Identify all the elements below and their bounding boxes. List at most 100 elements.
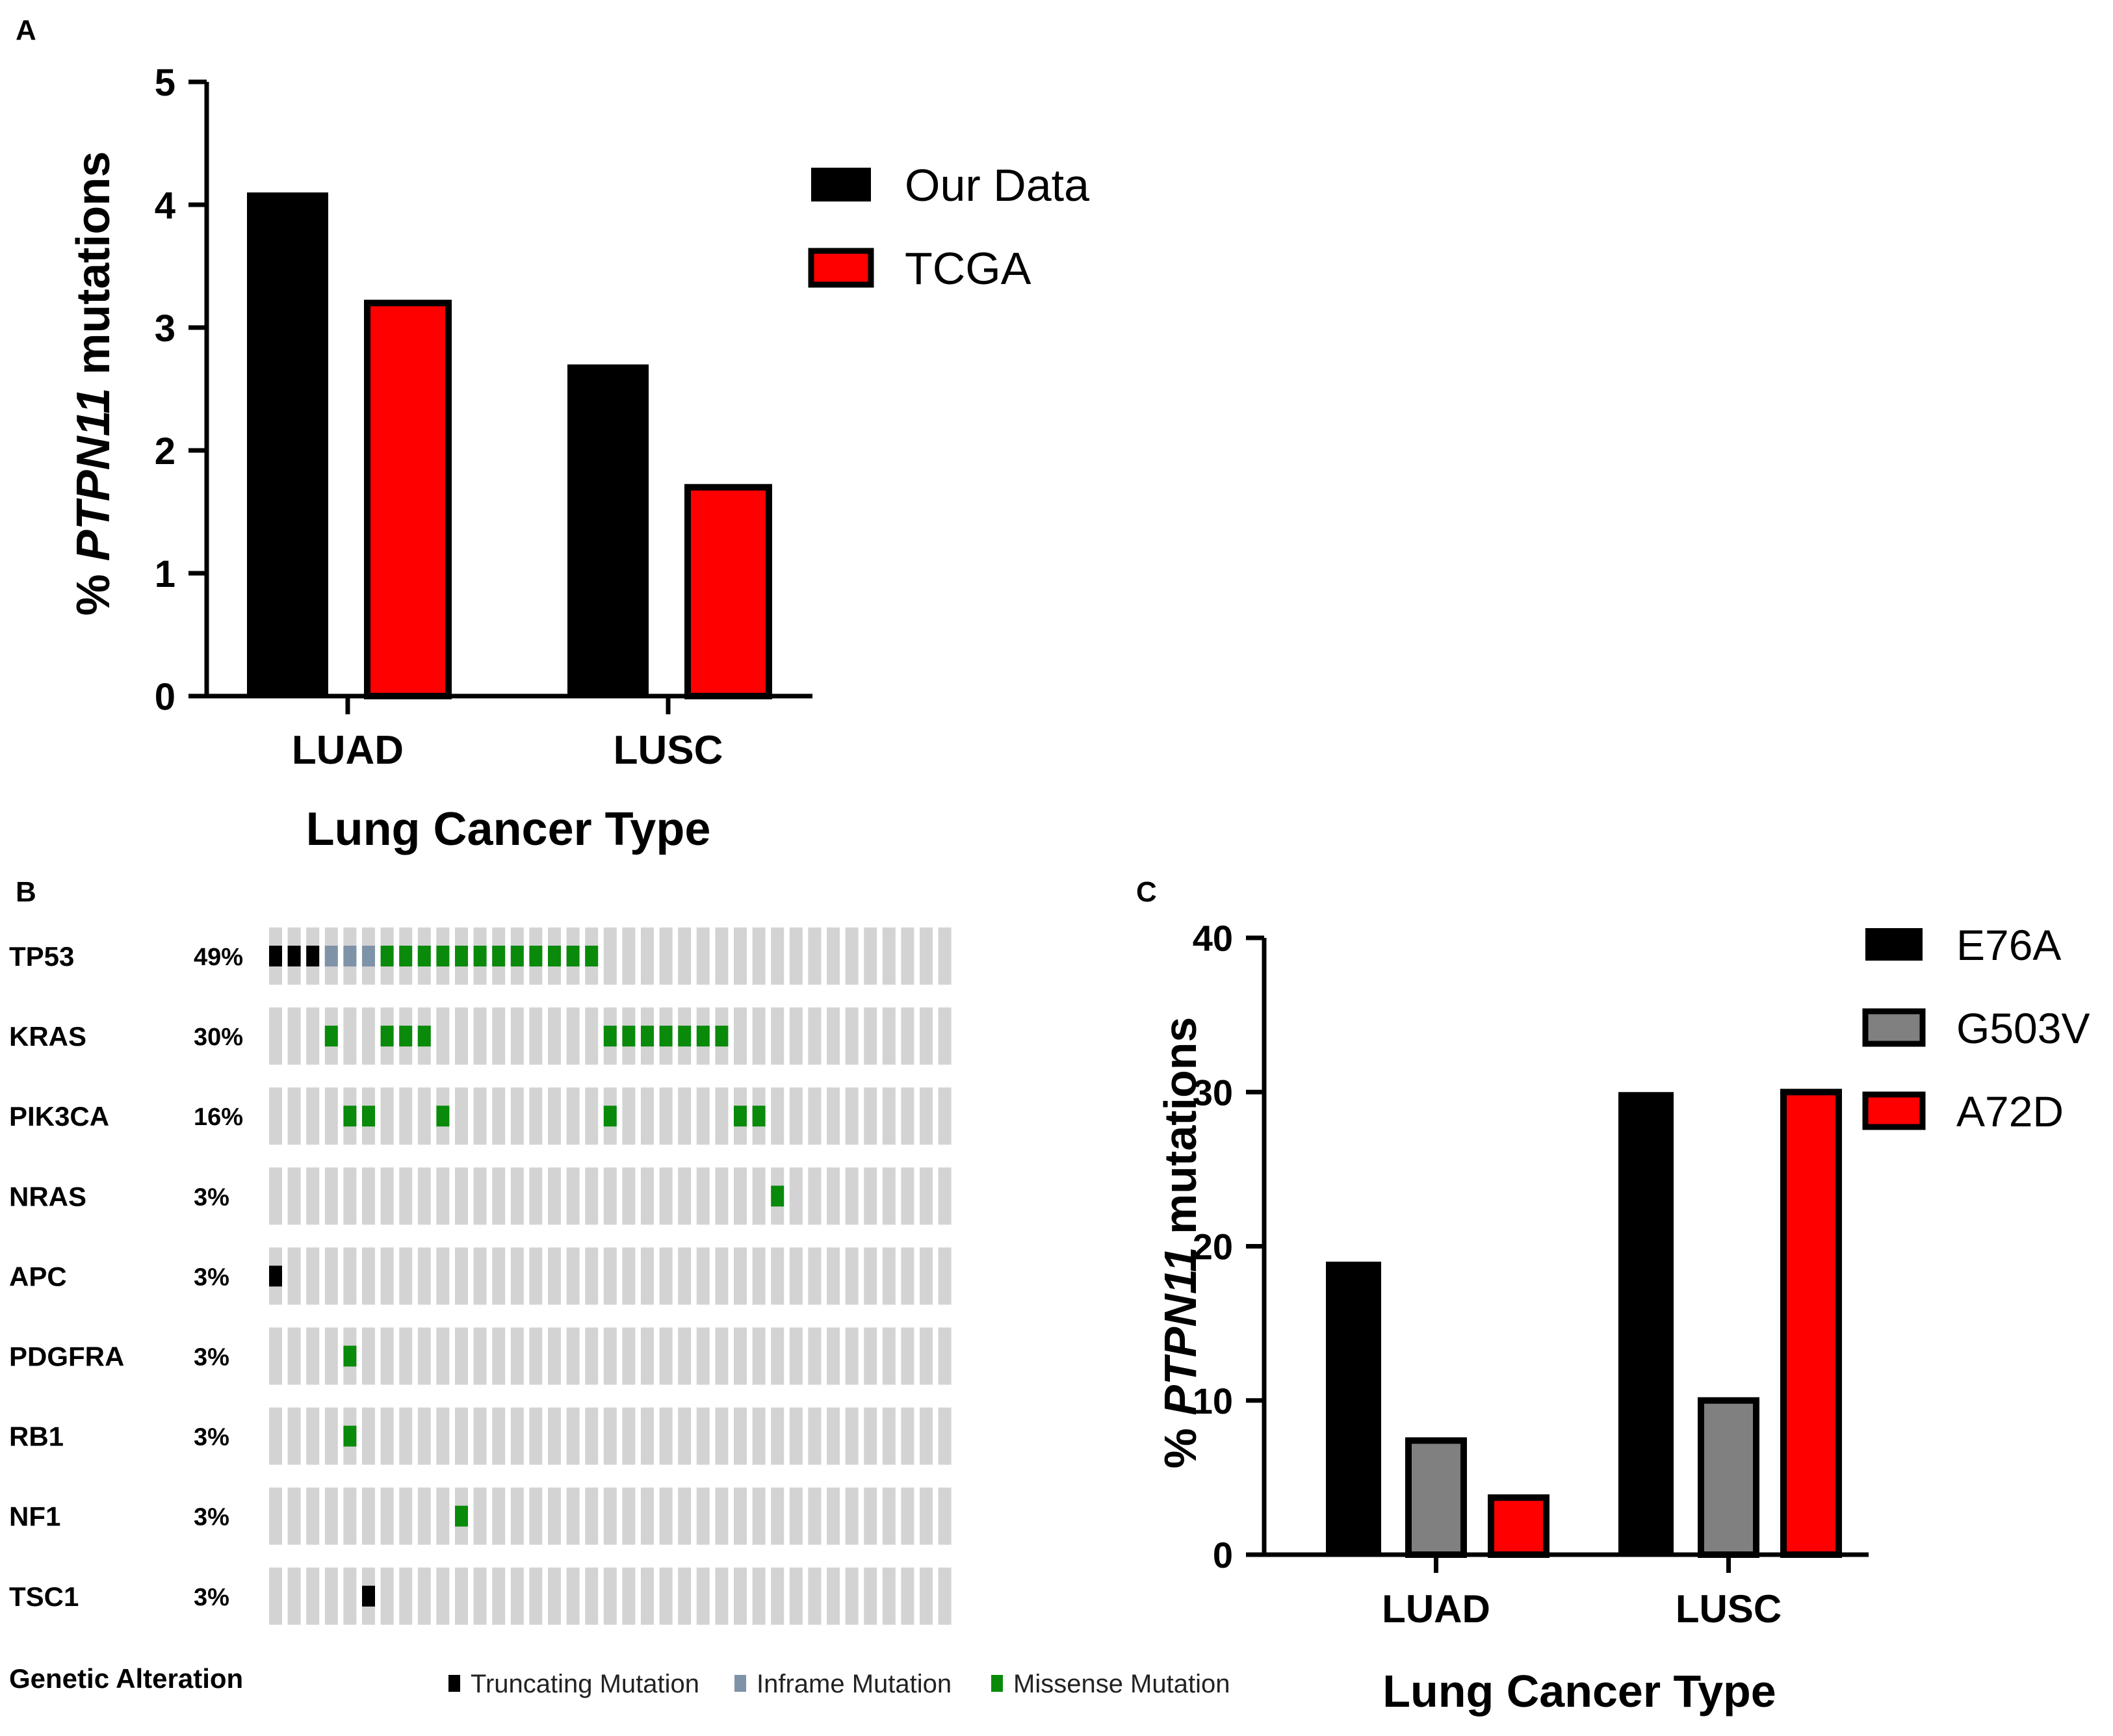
sample-cell xyxy=(455,1167,468,1225)
sample-cell xyxy=(752,1327,766,1385)
alteration-m xyxy=(641,1026,654,1047)
alteration-m xyxy=(343,1425,357,1447)
alteration-m xyxy=(399,1026,413,1047)
bar-lusc-our-data xyxy=(567,364,649,696)
sample-cell xyxy=(436,1567,450,1625)
sample-cell xyxy=(901,1167,914,1225)
alteration-m xyxy=(455,1505,468,1527)
sample-cell xyxy=(603,1167,617,1225)
alteration-t xyxy=(287,946,301,966)
alteration-m xyxy=(380,946,394,966)
sample-cell xyxy=(399,1327,413,1385)
sample-cell xyxy=(269,1087,282,1145)
sample-cell xyxy=(603,1247,617,1305)
sample-cell xyxy=(827,1247,840,1305)
sample-cell xyxy=(882,1567,896,1625)
sample-cell xyxy=(864,1487,877,1545)
sample-cell xyxy=(510,1487,524,1545)
sample-cell xyxy=(417,1167,431,1225)
sample-cell xyxy=(771,1087,784,1145)
sample-cell xyxy=(287,1487,301,1545)
sample-cell xyxy=(603,1407,617,1465)
gene-label-tsc1: TSC1 xyxy=(9,1581,79,1612)
sample-cell xyxy=(529,1167,543,1225)
gene-pct-nras: 3% xyxy=(194,1184,229,1211)
y-tick-label: 4 xyxy=(155,185,175,227)
oncoprint-legend-swatch-i xyxy=(734,1675,746,1692)
sample-cell xyxy=(659,1247,673,1305)
oncoprint-legend-swatch-m xyxy=(991,1675,1003,1692)
sample-cell xyxy=(324,1327,338,1385)
bar-lusc-g503v xyxy=(1698,1397,1759,1558)
sample-cell xyxy=(864,1567,877,1625)
sample-cell xyxy=(492,1087,506,1145)
alteration-m xyxy=(324,1026,338,1047)
y-tick-label: 1 xyxy=(155,553,175,595)
sample-cell xyxy=(399,1407,413,1465)
sample-cell xyxy=(715,1087,729,1145)
sample-cell xyxy=(901,1567,914,1625)
sample-cell xyxy=(901,927,914,985)
sample-cell xyxy=(343,1247,357,1305)
sample-cell xyxy=(789,1407,803,1465)
sample-cell xyxy=(622,1407,636,1465)
sample-cell xyxy=(920,1247,933,1305)
alteration-m xyxy=(678,1026,692,1047)
alteration-m xyxy=(659,1026,673,1047)
sample-cell xyxy=(696,1247,710,1305)
sample-cell xyxy=(920,1087,933,1145)
alteration-m xyxy=(696,1026,710,1047)
bar-luad-a72d xyxy=(1488,1494,1549,1559)
alteration-m xyxy=(510,946,524,966)
y-tick-label: 30 xyxy=(1193,1072,1233,1113)
sample-cell xyxy=(734,1247,747,1305)
sample-cell xyxy=(510,1247,524,1305)
sample-cell xyxy=(399,1167,413,1225)
sample-cell xyxy=(548,1087,561,1145)
sample-cell xyxy=(771,1007,784,1065)
sample-cell xyxy=(473,1567,487,1625)
sample-cell xyxy=(622,1087,636,1145)
alteration-m xyxy=(343,1345,357,1367)
sample-cell xyxy=(938,1167,952,1225)
sample-cell xyxy=(808,1487,822,1545)
sample-cell xyxy=(548,1407,561,1465)
sample-cell xyxy=(362,1007,375,1065)
sample-cell xyxy=(696,1167,710,1225)
sample-cell xyxy=(287,1567,301,1625)
sample-cell xyxy=(455,1247,468,1305)
sample-cell xyxy=(827,1087,840,1145)
gene-label-nf1: NF1 xyxy=(9,1501,60,1532)
sample-cell xyxy=(920,927,933,985)
sample-cell xyxy=(938,1327,952,1385)
gene-label-apc: APC xyxy=(9,1261,67,1291)
sample-cell xyxy=(417,1487,431,1545)
sample-cell xyxy=(455,1567,468,1625)
sample-cell xyxy=(306,1487,320,1545)
sample-cell xyxy=(771,1327,784,1385)
sample-cell xyxy=(882,1407,896,1465)
bar-luad-tcga xyxy=(364,300,452,699)
sample-cell xyxy=(473,1167,487,1225)
sample-cell xyxy=(324,1407,338,1465)
sample-cell xyxy=(269,1327,282,1385)
sample-cell xyxy=(473,1247,487,1305)
sample-cell xyxy=(436,1167,450,1225)
sample-cell xyxy=(510,1407,524,1465)
sample-cell xyxy=(585,1007,599,1065)
legend-swatch-our-data xyxy=(811,168,871,201)
sample-cell xyxy=(380,1087,394,1145)
y-axis-title-gene: PTPN11 xyxy=(68,388,120,562)
sample-cell xyxy=(845,1407,859,1465)
sample-cell xyxy=(306,1167,320,1225)
sample-cell xyxy=(622,1487,636,1545)
sample-cell xyxy=(622,1567,636,1625)
sample-cell xyxy=(734,1327,747,1385)
sample-cell xyxy=(715,1407,729,1465)
sample-cell xyxy=(585,1167,599,1225)
sample-cell xyxy=(455,1407,468,1465)
sample-cell xyxy=(920,1007,933,1065)
sample-cell xyxy=(492,1487,506,1545)
y-tick-label: 10 xyxy=(1193,1380,1233,1421)
